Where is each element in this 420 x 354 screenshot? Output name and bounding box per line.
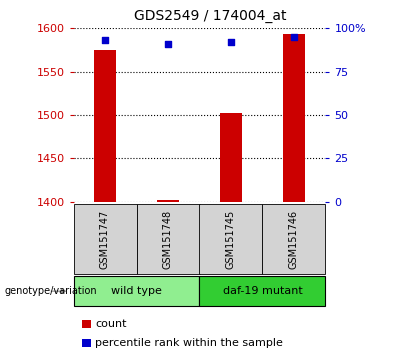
Bar — [74, 204, 136, 274]
Text: genotype/variation: genotype/variation — [4, 286, 97, 296]
Bar — [94, 50, 116, 202]
Text: GSM151748: GSM151748 — [163, 209, 173, 269]
Bar — [283, 34, 305, 202]
Text: daf-19 mutant: daf-19 mutant — [223, 286, 302, 296]
Bar — [74, 276, 200, 306]
Point — [291, 34, 297, 40]
Text: percentile rank within the sample: percentile rank within the sample — [95, 338, 283, 348]
Point — [165, 41, 171, 47]
Bar — [220, 113, 242, 202]
Bar — [200, 204, 262, 274]
Bar — [262, 204, 326, 274]
Bar — [200, 276, 326, 306]
Text: GSM151746: GSM151746 — [289, 209, 299, 269]
Text: GSM151745: GSM151745 — [226, 209, 236, 269]
Bar — [136, 204, 200, 274]
Point — [228, 39, 234, 45]
Bar — [157, 200, 179, 202]
Text: GDS2549 / 174004_at: GDS2549 / 174004_at — [134, 9, 286, 23]
Text: count: count — [95, 319, 127, 329]
Point — [102, 38, 108, 43]
Text: wild type: wild type — [111, 286, 162, 296]
Text: GSM151747: GSM151747 — [100, 209, 110, 269]
